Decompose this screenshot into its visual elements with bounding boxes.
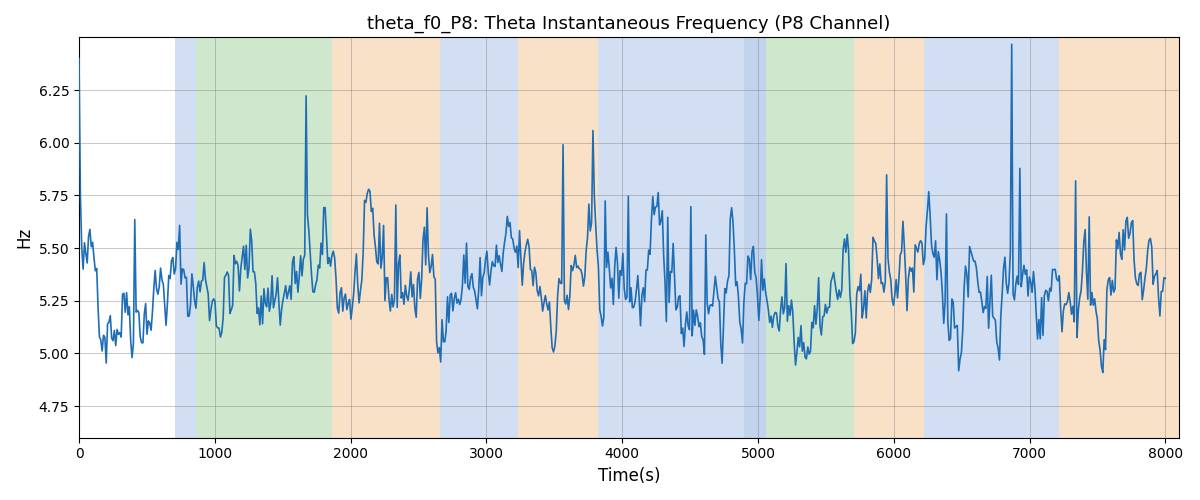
Bar: [924, 38, 1060, 438]
Bar: [766, 38, 854, 438]
Bar: [744, 38, 766, 438]
Bar: [175, 38, 196, 438]
Bar: [331, 38, 440, 438]
Bar: [517, 38, 598, 438]
Y-axis label: Hz: Hz: [14, 227, 32, 248]
Bar: [854, 38, 924, 438]
Bar: [196, 38, 331, 438]
Bar: [598, 38, 744, 438]
X-axis label: Time(s): Time(s): [598, 467, 660, 485]
Title: theta_f0_P8: Theta Instantaneous Frequency (P8 Channel): theta_f0_P8: Theta Instantaneous Frequen…: [367, 15, 890, 34]
Bar: [1060, 38, 1178, 438]
Bar: [440, 38, 517, 438]
